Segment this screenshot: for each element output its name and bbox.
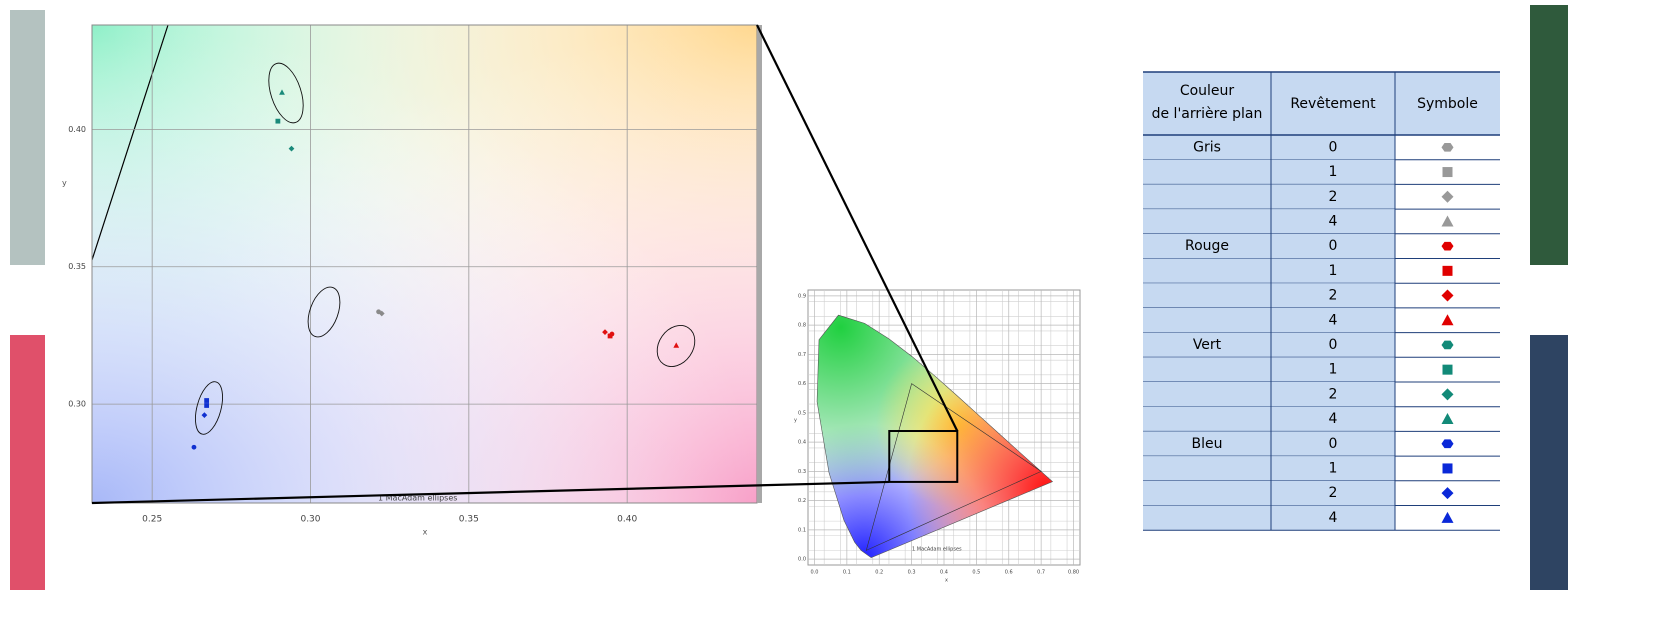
marker [1442, 143, 1454, 152]
table-cell [1143, 259, 1395, 284]
y-tick-label: 0.1 [798, 527, 806, 533]
y-tick-label: 0.6 [798, 381, 806, 387]
marker [275, 119, 280, 124]
marker [1442, 413, 1454, 424]
y-tick-label: 0.0 [798, 557, 806, 563]
table-cell [1143, 357, 1395, 382]
marker [1442, 487, 1454, 499]
figure: 0.250.300.350.400.300.350.40yx1 MacAdam … [0, 0, 1679, 632]
marker [204, 398, 209, 403]
photo-strip [10, 10, 45, 265]
table-cell-text: 4 [1329, 411, 1338, 427]
table-cell [1143, 308, 1395, 333]
x-tick-label: 0.30 [300, 515, 320, 525]
y-tick-label: 0.8 [798, 323, 806, 329]
table-cell-text: 1 [1329, 164, 1338, 180]
table-cell-text: 0 [1329, 139, 1338, 155]
y-tick-label: 0.3 [798, 469, 806, 475]
photo-strip [10, 335, 45, 590]
photo-strip [1530, 5, 1568, 265]
table-cell-text: 0 [1329, 337, 1338, 353]
marker [1442, 191, 1454, 203]
y-tick-label: 0.5 [798, 410, 806, 416]
marker [192, 445, 197, 450]
marker [610, 332, 615, 337]
marker [1442, 388, 1454, 400]
y-tick-label: 0.30 [68, 400, 86, 409]
marker [1442, 290, 1454, 302]
table-cell-text: 1 [1329, 460, 1338, 476]
marker [1443, 266, 1453, 276]
table-cell [1143, 382, 1395, 407]
x-tick-label: 0.35 [459, 515, 479, 525]
x-tick-label: 0.5 [972, 570, 980, 576]
table-cell-text: 2 [1329, 485, 1338, 501]
table-cell [1143, 333, 1395, 358]
table-cell-text: 2 [1329, 288, 1338, 304]
scroll-bar [757, 25, 762, 503]
marker [1442, 439, 1454, 448]
marker [204, 403, 209, 408]
x-tick-label: 0.6 [1005, 570, 1013, 576]
table-cell-text: 4 [1329, 312, 1338, 328]
x-tick-label: 0.4 [940, 570, 948, 576]
x-tick-label: 0.40 [617, 515, 637, 525]
table-cell [1143, 456, 1395, 481]
marker [1443, 463, 1453, 473]
table-cell-text: 4 [1329, 510, 1338, 526]
y-axis-label: y [62, 179, 67, 188]
marker [1442, 512, 1454, 523]
table-cell-text: 2 [1329, 189, 1338, 205]
table-cell-text: 0 [1329, 436, 1338, 452]
table-cell-text: 4 [1329, 213, 1338, 229]
table-cell [1143, 160, 1395, 185]
table-cell [1143, 481, 1395, 506]
x-axis-label: x [423, 528, 428, 537]
x-tick-label: 0.3 [908, 570, 916, 576]
table-header-cell: Revêtement [1290, 96, 1376, 112]
marker [1442, 215, 1454, 226]
annotation: 1 MacAdam ellipses [912, 547, 962, 553]
marker [1442, 341, 1454, 350]
x-tick-label: 0.1 [843, 570, 851, 576]
table-cell [1143, 407, 1395, 432]
marker [1442, 314, 1454, 325]
photo-strip [1530, 335, 1568, 590]
x-tick-label: 0.2 [875, 570, 883, 576]
table-cell-text: 0 [1329, 238, 1338, 254]
table-cell [1143, 209, 1395, 234]
y-tick-label: 0.2 [798, 498, 806, 504]
table-cell-text: Vert [1193, 337, 1222, 353]
table-cell-text: Bleu [1192, 436, 1223, 452]
table-cell-text: Gris [1193, 139, 1221, 155]
marker [1442, 242, 1454, 251]
table-cell-text: 1 [1329, 362, 1338, 378]
y-tick-label: 0.4 [798, 440, 806, 446]
y-tick-label: 0.7 [798, 352, 806, 358]
table-cell [1143, 135, 1395, 160]
plot-background [92, 25, 757, 503]
x-tick-label: 0.25 [142, 515, 162, 525]
y-axis-label: y [794, 418, 797, 424]
marker [1443, 365, 1453, 375]
table-cell-text: 1 [1329, 263, 1338, 279]
y-tick-label: 0.40 [68, 125, 86, 134]
x-tick-label: 0.80 [1068, 570, 1079, 576]
y-tick-label: 0.9 [798, 293, 806, 299]
y-tick-label: 0.35 [68, 262, 86, 271]
x-tick-label: 0.0 [810, 570, 818, 576]
marker [1443, 167, 1453, 177]
table-header-cell: Symbole [1417, 96, 1478, 112]
table-cell [1143, 506, 1395, 531]
table-cell-text: 2 [1329, 386, 1338, 402]
table-cell [1143, 431, 1395, 456]
table-cell [1143, 184, 1395, 209]
x-tick-label: 0.7 [1037, 570, 1045, 576]
x-axis-label: x [945, 578, 948, 584]
table-cell [1143, 283, 1395, 308]
table-cell-text: Rouge [1185, 238, 1229, 254]
table-cell [1143, 234, 1395, 259]
